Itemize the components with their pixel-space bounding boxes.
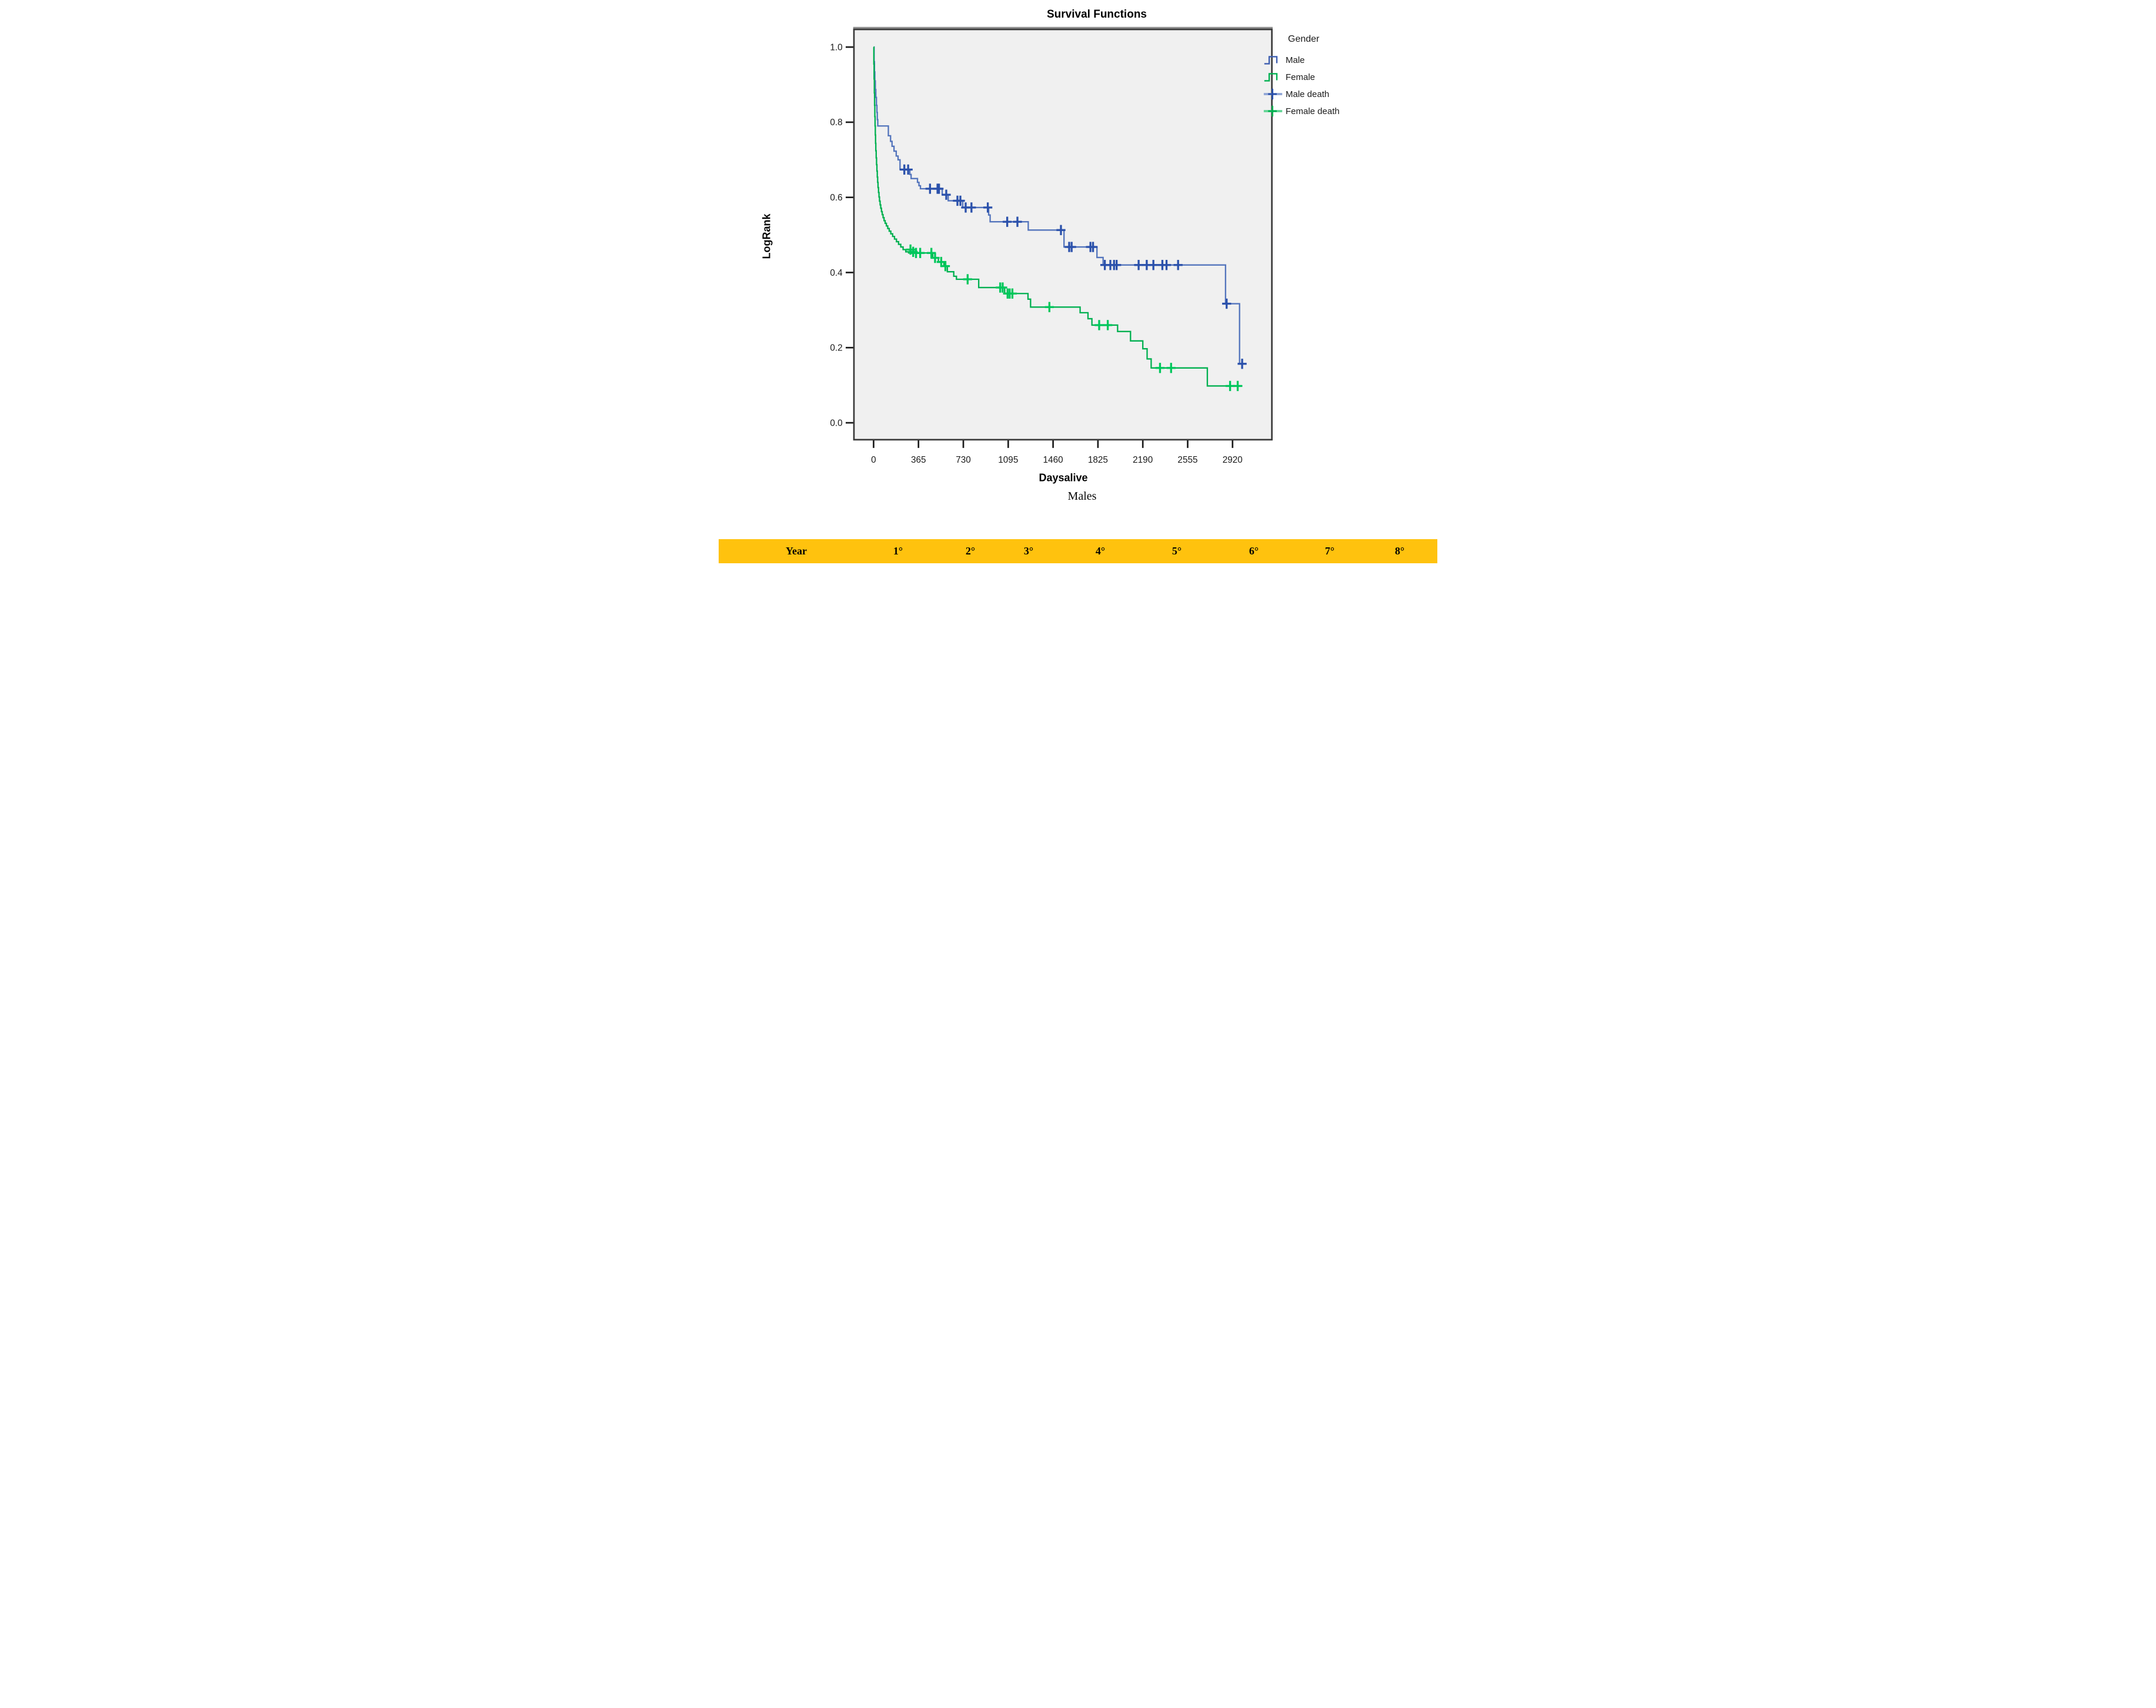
female-death-plus-icon bbox=[1263, 105, 1283, 117]
figure-caption: Males bbox=[1067, 490, 1097, 503]
band-cell-4: 4° bbox=[1095, 545, 1106, 557]
x-tick-label: 1825 bbox=[1088, 455, 1108, 465]
y-tick-label: 0.2 bbox=[830, 343, 842, 353]
legend-item-female-death: Female death bbox=[1263, 104, 1340, 118]
year-band: Year 1° 2° 3° 4° 5° 6° 7° 8° bbox=[719, 539, 1437, 563]
legend-item-male: Male bbox=[1263, 53, 1340, 67]
female-step-line-icon bbox=[1264, 73, 1278, 82]
legend: Gender Male Female Male death bbox=[1263, 34, 1340, 121]
chart-title: Survival Functions bbox=[1047, 8, 1147, 21]
legend-item-female: Female bbox=[1263, 70, 1340, 84]
band-cell-1: 1° bbox=[893, 545, 903, 557]
y-tick-label: 1.0 bbox=[830, 42, 842, 52]
legend-label: Female bbox=[1286, 72, 1316, 82]
band-cell-7: 7° bbox=[1324, 545, 1335, 557]
band-cell-8: 8° bbox=[1394, 545, 1405, 557]
km-plot: 0.0 0.2 0.4 0.6 0.8 1.0 0 365 730 1095 1460 1825 219… bbox=[830, 26, 1273, 465]
y-tick-label: 0.0 bbox=[830, 418, 842, 428]
male-step-line-icon bbox=[1264, 56, 1278, 65]
x-tick-label: 1460 bbox=[1043, 455, 1063, 465]
legend-label: Male death bbox=[1286, 89, 1330, 99]
x-tick-label: 730 bbox=[956, 455, 971, 465]
x-tick-label: 2190 bbox=[1133, 455, 1153, 465]
band-cell-3: 3° bbox=[1023, 545, 1034, 557]
band-cell-year: Year bbox=[786, 545, 807, 557]
x-tick-label: 2920 bbox=[1223, 455, 1243, 465]
x-tick-label: 1095 bbox=[998, 455, 1018, 465]
band-cell-5: 5° bbox=[1172, 545, 1182, 557]
legend-item-male-death: Male death bbox=[1263, 87, 1340, 101]
plot-background bbox=[854, 29, 1272, 440]
x-tick-label: 0 bbox=[871, 455, 876, 465]
y-tick-label: 0.8 bbox=[830, 118, 842, 128]
x-tick-label: 2555 bbox=[1177, 455, 1197, 465]
male-death-plus-icon bbox=[1263, 88, 1283, 100]
band-cell-6: 6° bbox=[1249, 545, 1259, 557]
legend-label: Male bbox=[1286, 55, 1305, 65]
figure-canvas: 0.0 0.2 0.4 0.6 0.8 1.0 0 365 730 1095 1460 1825 219… bbox=[719, 0, 1437, 570]
y-tick-label: 0.4 bbox=[830, 268, 843, 278]
legend-label: Female death bbox=[1286, 106, 1340, 116]
survival-curve-female bbox=[873, 46, 1243, 387]
x-axis-title: Daysalive bbox=[1039, 472, 1088, 484]
legend-title: Gender bbox=[1288, 34, 1320, 44]
y-axis-title: LogRank bbox=[760, 213, 773, 259]
band-cell-2: 2° bbox=[965, 545, 976, 557]
plot-frame bbox=[853, 28, 1273, 441]
y-tick-label: 0.6 bbox=[830, 193, 842, 203]
x-tick-label: 365 bbox=[911, 455, 926, 465]
